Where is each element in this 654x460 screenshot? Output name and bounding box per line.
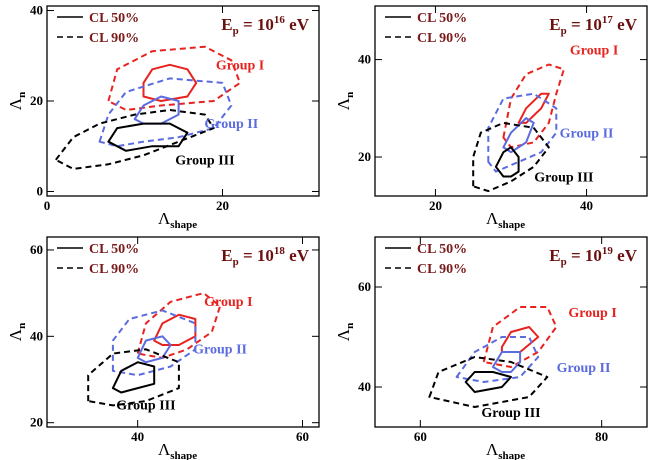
contours bbox=[54, 45, 241, 170]
y-tick-label: 20 bbox=[30, 415, 43, 430]
group2-cl50-contour bbox=[491, 351, 522, 373]
panel-1: 0 20 0 20 40 Λshape Λn CL 50% CL 90% Ep = 1016 eV… bbox=[6, 3, 320, 231]
group1-label: Group I bbox=[570, 44, 618, 59]
legend-cl90-label: CL 90% bbox=[89, 262, 139, 277]
group1-cl90-contour bbox=[107, 45, 241, 111]
group3-cl50-contour bbox=[107, 122, 189, 152]
group3-label: Group III bbox=[534, 170, 593, 185]
group2-cl90-contour bbox=[111, 309, 197, 377]
x-tick-label: 40 bbox=[131, 429, 144, 444]
group2-label: Group II bbox=[560, 127, 614, 142]
group2-label: Group II bbox=[204, 117, 258, 132]
group3-label: Group III bbox=[481, 406, 540, 421]
contours bbox=[428, 306, 558, 408]
group2-cl90-contour bbox=[487, 92, 558, 173]
legend-cl50-label: CL 50% bbox=[89, 242, 139, 257]
group3-cl90-contour bbox=[472, 121, 550, 193]
legend-cl50-label: CL 50% bbox=[417, 242, 467, 257]
group3-cl90-contour bbox=[87, 348, 180, 407]
y-tick-label: 0 bbox=[37, 183, 44, 198]
energy-label: Ep = 1018 eV bbox=[221, 245, 309, 268]
legend-cl50-label: CL 50% bbox=[417, 11, 467, 26]
y-tick-label: 40 bbox=[358, 52, 371, 67]
group1-cl50-contour bbox=[517, 92, 550, 124]
panel-2: 20 40 20 40 Λshape Λn CL 50% CL 90% Ep = 1017 eV… bbox=[334, 5, 648, 231]
group2-cl90-contour bbox=[98, 77, 233, 148]
x-axis-title: Λshape bbox=[486, 209, 525, 231]
group3-cl50-contour bbox=[111, 361, 156, 394]
group2-label: Group II bbox=[193, 343, 247, 358]
x-tick-label: 0 bbox=[44, 198, 51, 213]
group2-cl50-contour bbox=[136, 335, 172, 364]
x-tick-label: 20 bbox=[429, 198, 442, 213]
group2-label: Group II bbox=[557, 361, 611, 376]
legend-cl90-label: CL 90% bbox=[417, 31, 467, 46]
y-tick-label: 20 bbox=[30, 93, 43, 108]
group1-cl90-contour bbox=[482, 306, 558, 368]
x-tick-label: 60 bbox=[414, 429, 427, 444]
legend-cl50-label: CL 50% bbox=[89, 11, 139, 26]
panel-3: 40 60 20 40 60 Λshape Λn CL 50% CL 90% Ep = 1018 … bbox=[6, 236, 320, 460]
legend-cl90-label: CL 90% bbox=[417, 262, 467, 277]
contours bbox=[87, 292, 222, 407]
group1-label: Group I bbox=[216, 58, 264, 73]
x-tick-label: 80 bbox=[595, 429, 608, 444]
y-axis-title: Λn bbox=[6, 92, 28, 110]
legend-cl90-label: CL 90% bbox=[89, 31, 139, 46]
plot-frame bbox=[374, 236, 648, 428]
x-axis-title: Λshape bbox=[486, 440, 525, 460]
plot-frame bbox=[46, 236, 320, 428]
x-axis-title: Λshape bbox=[158, 440, 197, 460]
contours bbox=[472, 63, 565, 193]
group3-cl90-contour bbox=[428, 356, 549, 408]
group3-cl50-contour bbox=[494, 146, 520, 178]
energy-label: Ep = 1017 eV bbox=[549, 14, 637, 37]
x-tick-label: 40 bbox=[580, 198, 593, 213]
group3-cl90-contour bbox=[54, 109, 215, 170]
energy-label: Ep = 1019 eV bbox=[549, 245, 637, 268]
group2-cl90-contour bbox=[455, 336, 540, 383]
group1-cl50-contour bbox=[500, 326, 540, 353]
group1-label: Group I bbox=[568, 306, 616, 321]
group1-cl90-contour bbox=[136, 292, 222, 359]
y-axis-title: Λn bbox=[334, 92, 356, 110]
group2-cl50-contour bbox=[502, 117, 535, 154]
x-tick-label: 20 bbox=[216, 198, 229, 213]
plot-frame bbox=[374, 5, 648, 197]
y-tick-label: 60 bbox=[358, 279, 371, 294]
group3-cl50-contour bbox=[464, 371, 512, 393]
group3-label: Group III bbox=[116, 399, 175, 414]
y-tick-label: 40 bbox=[30, 3, 43, 18]
y-axis-title: Λn bbox=[6, 323, 28, 341]
y-tick-label: 40 bbox=[358, 379, 371, 394]
y-tick-label: 20 bbox=[358, 149, 371, 164]
y-tick-label: 60 bbox=[30, 242, 43, 257]
group1-cl50-contour bbox=[153, 313, 197, 346]
x-tick-label: 60 bbox=[296, 429, 309, 444]
group1-label: Group I bbox=[204, 295, 252, 310]
group3-label: Group III bbox=[175, 153, 234, 168]
group1-cl50-contour bbox=[142, 63, 198, 102]
panel-4: 60 80 40 60 Λshape Λn CL 50% CL 90% Ep = 1019 eV… bbox=[334, 236, 648, 460]
y-tick-label: 40 bbox=[30, 328, 43, 343]
energy-label: Ep = 1016 eV bbox=[221, 14, 309, 37]
x-axis-title: Λshape bbox=[158, 209, 197, 231]
y-axis-title: Λn bbox=[334, 323, 356, 341]
